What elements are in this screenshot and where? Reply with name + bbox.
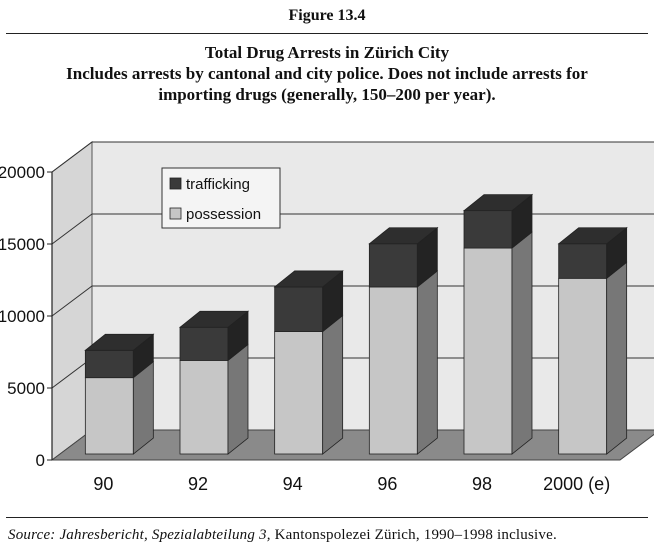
legend-label-possession: possession — [186, 206, 261, 223]
bar-top — [462, 194, 534, 212]
bar-top — [178, 310, 250, 328]
bar-possession-96 — [368, 286, 418, 455]
x-tick-label: 2000 (e) — [543, 474, 610, 494]
source-note: Source: Jahresbericht, Spezialabteilung … — [8, 527, 648, 544]
x-tick-label: 98 — [472, 474, 492, 494]
source-prefix: Source: — [8, 527, 56, 543]
gridline — [51, 141, 654, 173]
chart-subtitle-line-2: importing drugs (generally, 150–200 per … — [158, 85, 496, 104]
bottom-rule — [6, 517, 648, 518]
y-tick-label: 10000 — [0, 307, 45, 326]
bar-possession-92 — [179, 359, 229, 455]
chart-title: Total Drug Arrests in Zürich City — [204, 43, 450, 62]
bar-trafficking-96 — [368, 243, 418, 288]
bar-side-possession — [511, 231, 533, 455]
x-tick-label: 94 — [283, 474, 303, 494]
bar-trafficking-90 — [84, 349, 134, 379]
top-rule — [6, 33, 648, 34]
y-tick-label: 5000 — [7, 379, 45, 398]
legend-swatch-trafficking — [169, 177, 182, 190]
bar-top — [273, 270, 344, 288]
legend — [161, 167, 281, 229]
bar-possession-2000e — [558, 277, 608, 455]
bar-top — [557, 227, 628, 245]
x-tick-label: 90 — [93, 474, 113, 494]
y-tick-label: 0 — [36, 451, 45, 470]
bar-possession-90 — [84, 377, 134, 455]
figure-label: Figure 13.4 — [288, 7, 366, 24]
y-tick-label: 20000 — [0, 163, 45, 182]
bar-top — [84, 333, 155, 351]
source-rest: Kantonspolezei Zürich, 1990–1998 inclusi… — [274, 527, 557, 543]
bar-trafficking-94 — [274, 286, 324, 333]
bar-possession-98 — [463, 247, 513, 455]
bar-trafficking-92 — [179, 326, 229, 361]
chart-title-block: Total Drug Arrests in Zürich City Includ… — [0, 42, 654, 105]
x-tick-label: 92 — [188, 474, 208, 494]
source-publication: Jahresbericht, Spezialabteilung 3, — [59, 527, 271, 543]
bar-trafficking-2000e — [558, 243, 608, 279]
bar-side-possession — [606, 261, 628, 455]
bar-top — [368, 227, 439, 245]
bar-side-possession — [416, 270, 438, 455]
legend-swatch-possession — [169, 207, 182, 220]
legend-label-trafficking: trafficking — [186, 176, 250, 193]
stacked-bar-chart: 0 5000 10000 15000 20000 90 92 94 96 98 2000 (e) tr… — [0, 141, 654, 494]
bar-trafficking-98 — [463, 210, 513, 249]
bar-side-possession — [227, 343, 249, 455]
x-tick-label: 96 — [377, 474, 397, 494]
bar-side-possession — [322, 314, 344, 455]
bar-possession-94 — [274, 331, 324, 455]
y-tick-label: 15000 — [0, 235, 45, 254]
chart-subtitle-line-1: Includes arrests by cantonal and city po… — [66, 64, 588, 83]
